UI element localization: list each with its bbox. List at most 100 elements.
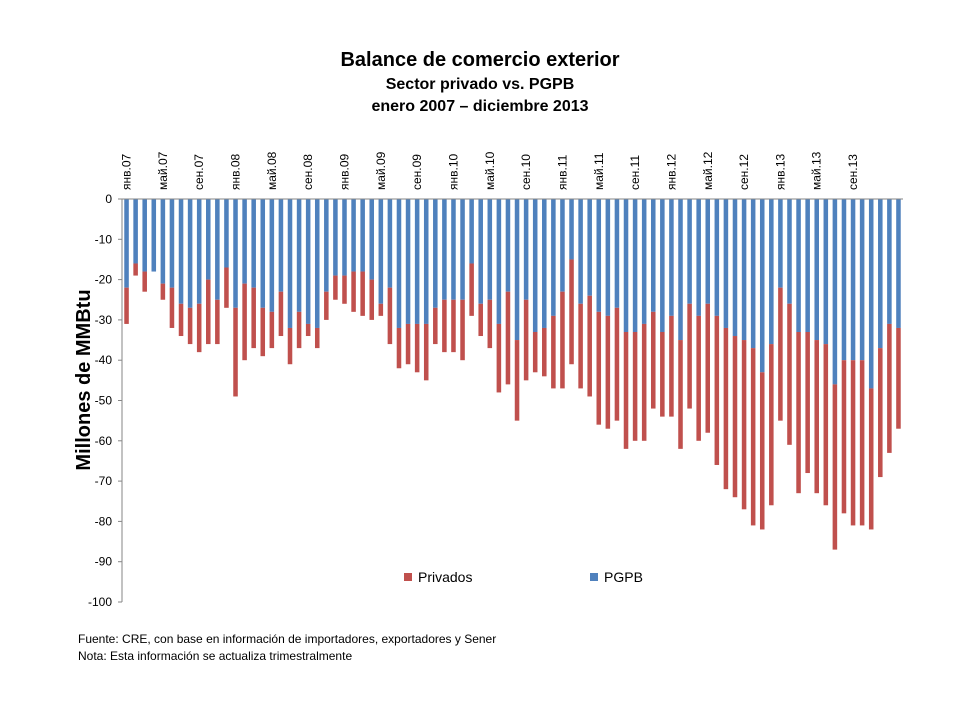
bar-pgpb	[160, 199, 166, 284]
bar-pgpb	[632, 199, 638, 332]
bar-privados	[641, 323, 647, 441]
bar-privados	[514, 340, 520, 421]
x-tick-label: янв.07	[120, 153, 134, 190]
bar-privados	[405, 323, 411, 365]
bar-privados	[124, 287, 129, 324]
bar-pgpb	[769, 199, 774, 345]
bar-pgpb	[868, 199, 874, 389]
bar-privados	[832, 384, 838, 550]
bar-pgpb	[496, 199, 502, 324]
bar-pgpb	[741, 199, 747, 341]
bar-pgpb	[596, 199, 602, 312]
y-tick-label: -40	[95, 353, 113, 367]
bar-pgpb	[369, 199, 375, 280]
bar-pgpb	[841, 199, 847, 361]
bar-pgpb	[360, 199, 365, 272]
bar-privados	[805, 331, 810, 474]
x-tick-label: сен.08	[301, 154, 315, 190]
bar-privados	[287, 327, 293, 365]
bar-privados	[714, 315, 720, 465]
bar-privados	[324, 291, 329, 320]
x-tick-label: май.13	[810, 151, 824, 190]
bar-pgpb	[296, 199, 302, 312]
bar-pgpb	[505, 199, 511, 292]
bar-pgpb	[850, 199, 856, 361]
bar-privados	[769, 344, 774, 506]
legend-swatch-pgpb	[590, 573, 598, 581]
bar-privados	[532, 331, 538, 373]
bar-privados	[387, 287, 393, 345]
chart-subtitle: Sector privado vs. PGPB	[385, 76, 575, 93]
bar-privados	[696, 315, 701, 441]
bar-pgpb	[224, 199, 229, 268]
bar-pgpb	[487, 199, 493, 300]
bar-pgpb	[469, 199, 474, 264]
bar-privados	[896, 327, 901, 429]
bar-pgpb	[187, 199, 193, 308]
bar-pgpb	[587, 199, 592, 296]
bar-pgpb	[178, 199, 184, 304]
bar-pgpb	[669, 199, 674, 316]
bar-privados	[496, 323, 502, 393]
bar-pgpb	[151, 199, 157, 272]
bar-pgpb	[442, 199, 447, 300]
bar-pgpb	[324, 199, 329, 292]
bar-pgpb	[523, 199, 529, 300]
bar-privados	[414, 323, 420, 373]
bar-privados	[814, 340, 819, 494]
bar-privados	[741, 340, 747, 510]
bar-privados	[523, 299, 529, 381]
x-tick-label: май.12	[701, 151, 715, 190]
bar-pgpb	[551, 199, 556, 316]
bar-privados	[587, 295, 592, 397]
y-tick-label: -50	[95, 394, 113, 408]
bar-privados	[614, 307, 620, 421]
bar-pgpb	[169, 199, 175, 288]
bar-privados	[169, 287, 175, 328]
bar-privados	[351, 271, 356, 312]
bar-privados	[142, 271, 147, 292]
bar-privados	[433, 307, 438, 345]
bar-pgpb	[823, 199, 829, 345]
bar-pgpb	[805, 199, 810, 332]
x-tick-label: янв.10	[446, 153, 460, 190]
y-tick-label: -10	[95, 232, 113, 246]
bar-privados	[823, 344, 829, 506]
bar-privados	[542, 327, 547, 377]
bar-privados	[333, 275, 338, 300]
x-tick-label: сен.13	[846, 154, 860, 190]
bar-privados	[650, 311, 656, 409]
x-tick-label: май.08	[265, 151, 279, 190]
y-tick-label: 0	[105, 192, 112, 206]
bar-pgpb	[814, 199, 819, 341]
bar-privados	[478, 303, 483, 337]
x-tick-label: май.10	[483, 151, 497, 190]
bar-pgpb	[605, 199, 611, 316]
bar-pgpb	[832, 199, 838, 385]
bar-pgpb	[305, 199, 311, 324]
bar-privados	[723, 327, 729, 490]
y-tick-label: -80	[95, 514, 113, 528]
bar-pgpb	[278, 199, 284, 292]
bar-pgpb	[705, 199, 711, 304]
bar-privados	[160, 283, 166, 300]
bar-pgpb	[133, 199, 138, 264]
bar-privados	[560, 291, 565, 389]
bar-privados	[460, 299, 465, 361]
bar-privados	[251, 287, 256, 349]
bar-privados	[378, 303, 384, 316]
bar-privados	[887, 323, 892, 453]
x-tick-label: сен.10	[519, 154, 533, 190]
bar-pgpb	[423, 199, 429, 324]
bar-pgpb	[569, 199, 574, 260]
bar-privados	[759, 372, 765, 530]
y-axis-label: Millones de MMBtu	[73, 289, 95, 471]
bar-privados	[705, 303, 711, 433]
bar-pgpb	[333, 199, 338, 276]
bar-privados	[178, 303, 184, 337]
bar-privados	[796, 331, 801, 494]
bar-privados	[578, 303, 583, 389]
bar-pgpb	[696, 199, 701, 316]
bar-pgpb	[614, 199, 620, 308]
